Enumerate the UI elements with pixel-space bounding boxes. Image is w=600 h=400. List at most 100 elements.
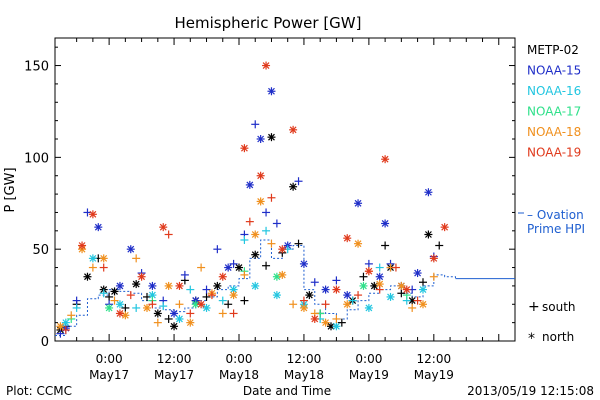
north-point xyxy=(354,239,363,248)
x-tick-date: May17 xyxy=(89,368,129,382)
north-point xyxy=(229,291,238,300)
north-point xyxy=(115,300,124,309)
footer-plot-label: Plot: CCMC xyxy=(6,384,72,398)
north-point xyxy=(343,291,352,300)
x-tick-date: May17 xyxy=(154,368,194,382)
south-point xyxy=(359,272,368,281)
south-point xyxy=(299,296,308,305)
y-ticks: 0 50 100 150 xyxy=(24,46,515,350)
north-point xyxy=(381,155,390,164)
north-point xyxy=(88,254,97,263)
north-point xyxy=(126,245,135,254)
south-point xyxy=(262,208,271,217)
south-point xyxy=(121,303,130,312)
north-point xyxy=(224,263,233,272)
north-point xyxy=(78,241,87,250)
north-point xyxy=(299,259,308,268)
north-point xyxy=(61,318,70,327)
south-point xyxy=(229,259,238,268)
north-point xyxy=(262,61,271,70)
north-point xyxy=(159,223,168,232)
footer-timestamp: 2013/05/19 12:15:08 xyxy=(467,384,594,398)
south-point xyxy=(397,289,406,298)
south-point xyxy=(110,296,119,305)
north-point xyxy=(332,322,341,331)
south-point xyxy=(262,226,271,235)
north-point xyxy=(375,272,384,281)
x-axis-label: Date and Time xyxy=(243,384,331,398)
south-point xyxy=(105,292,114,301)
north-point xyxy=(186,318,195,327)
north-point xyxy=(88,210,97,219)
south-point xyxy=(240,270,249,279)
x-tick-time: 12:00 xyxy=(157,352,192,366)
y-tick-label: 0 xyxy=(41,335,49,350)
south-point xyxy=(419,278,427,287)
north-point xyxy=(419,300,427,309)
north-point xyxy=(332,285,341,294)
south-point xyxy=(337,318,346,327)
north-point xyxy=(235,263,243,272)
south-point xyxy=(240,236,249,244)
south-point xyxy=(99,289,108,298)
x-tick-date: May19 xyxy=(414,368,454,382)
north-point xyxy=(83,272,92,281)
north-point xyxy=(424,188,433,197)
north-point xyxy=(99,254,108,263)
plot-frame xyxy=(54,37,516,342)
x-tick-time: 12:00 xyxy=(417,352,452,366)
south-point xyxy=(132,303,141,312)
north-point xyxy=(132,280,141,289)
south-point xyxy=(262,261,271,270)
north-point xyxy=(148,281,157,290)
ovation-hpi-line xyxy=(55,212,524,336)
south-point xyxy=(310,278,319,287)
south-point xyxy=(348,296,357,305)
legend-item: NOAA-15 xyxy=(527,64,581,78)
south-point xyxy=(61,325,70,334)
south-point xyxy=(56,329,65,338)
x-tick-time: 12:00 xyxy=(287,352,322,366)
north-point xyxy=(115,309,124,318)
north-point xyxy=(343,234,352,243)
north-point xyxy=(305,291,314,300)
north-point xyxy=(170,309,179,318)
south-point xyxy=(413,296,422,305)
south-point xyxy=(207,291,216,300)
ovation-label-line1: – Ovation xyxy=(527,208,584,222)
north-point xyxy=(364,303,373,312)
north-point xyxy=(386,292,395,301)
north-point xyxy=(105,303,114,312)
north-point xyxy=(397,281,406,290)
north-point xyxy=(381,219,390,228)
south-point xyxy=(218,296,227,305)
legend-item: NOAA-17 xyxy=(527,105,581,119)
south-point xyxy=(224,300,233,309)
legend-item: NOAA-16 xyxy=(527,84,581,98)
south-point xyxy=(202,292,211,301)
north-point xyxy=(202,303,211,312)
south-point xyxy=(72,296,81,305)
legend-item: METP-02 xyxy=(527,43,579,57)
north-point xyxy=(110,287,119,296)
x-tick-time: 0:00 xyxy=(96,352,123,366)
south-point xyxy=(354,291,363,300)
north-point xyxy=(170,322,179,331)
south-point xyxy=(321,300,330,309)
north-point xyxy=(278,270,287,279)
north-point xyxy=(359,281,368,290)
x-tick-date: May18 xyxy=(284,368,324,382)
north-point xyxy=(299,303,308,312)
south-point xyxy=(294,177,303,186)
south-point xyxy=(72,303,81,312)
north-point xyxy=(429,254,438,263)
north-point xyxy=(213,281,222,290)
x-tick-date: May19 xyxy=(349,368,389,382)
ovation-label-line2: Prime HPI xyxy=(527,222,585,236)
north-point xyxy=(440,223,449,232)
south-point xyxy=(126,291,135,300)
south-point xyxy=(267,193,276,202)
south-point xyxy=(381,241,390,250)
north-point xyxy=(164,281,173,290)
south-point xyxy=(83,208,92,217)
